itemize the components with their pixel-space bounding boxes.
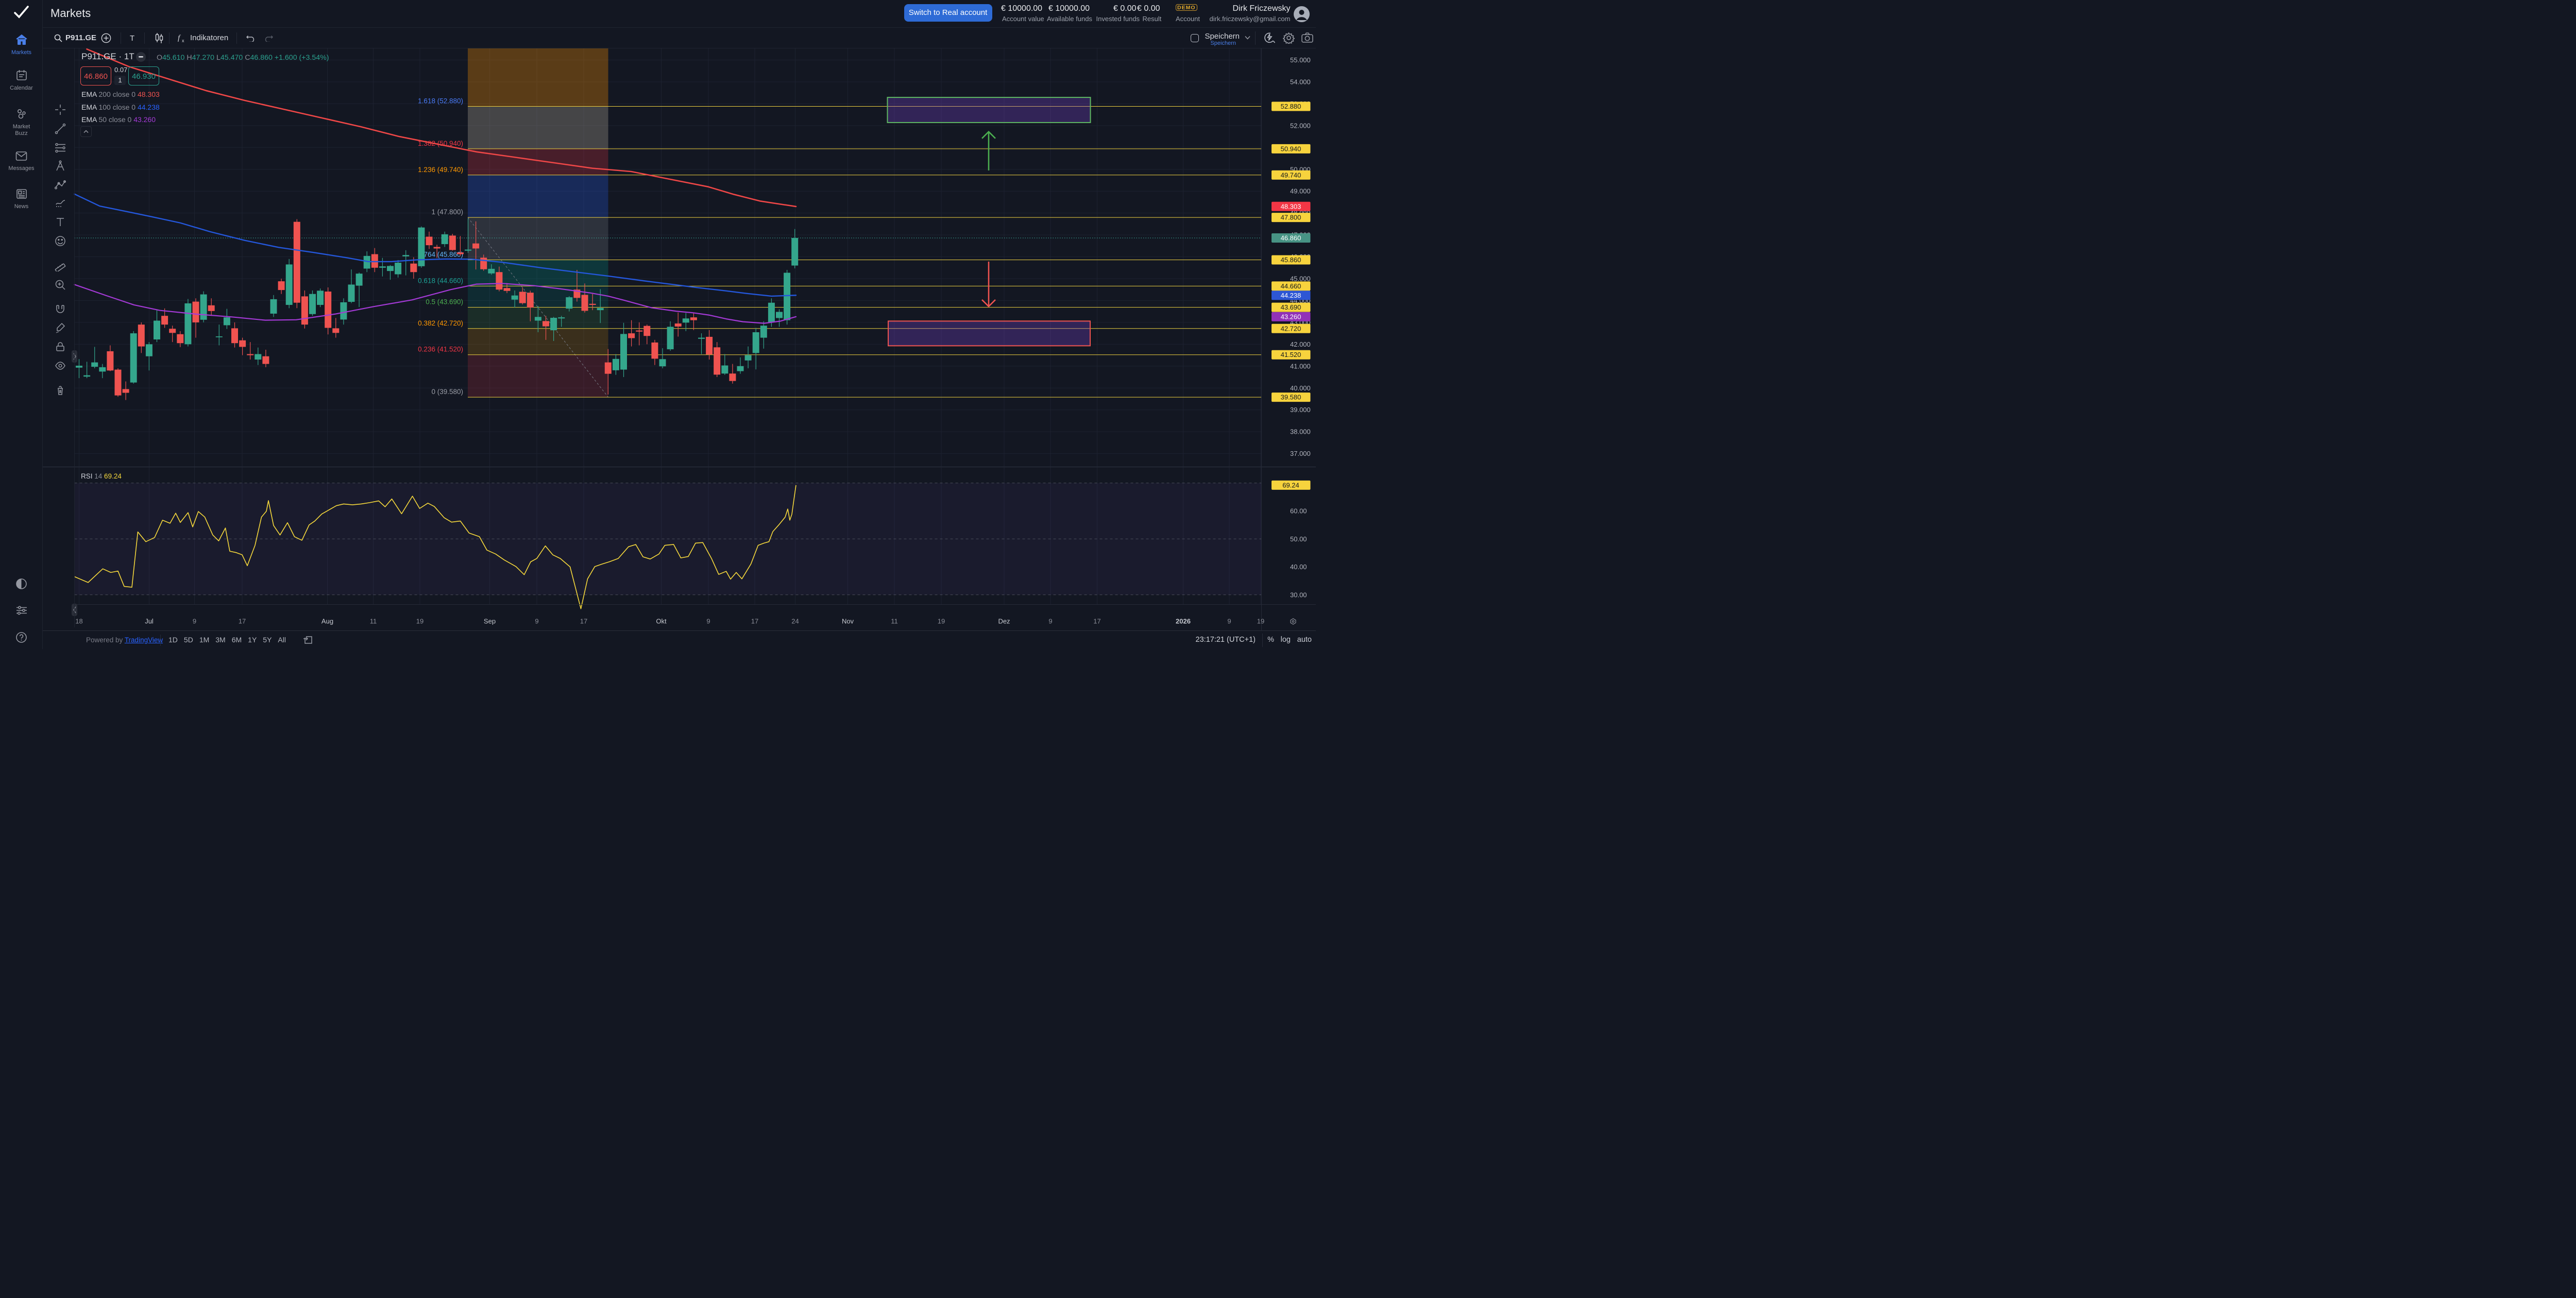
- svg-text:1.236 (49.740): 1.236 (49.740): [418, 166, 463, 174]
- svg-text:f: f: [178, 34, 181, 42]
- svg-text:2026: 2026: [1176, 618, 1191, 625]
- svg-text:0 (39.580): 0 (39.580): [431, 388, 463, 396]
- svg-text:0.764 (45.860): 0.764 (45.860): [418, 250, 463, 258]
- svg-text:50.00: 50.00: [1290, 535, 1307, 543]
- svg-text:18: 18: [75, 618, 82, 625]
- svg-text:52.880: 52.880: [1281, 103, 1301, 110]
- svg-text:50.940: 50.940: [1281, 145, 1301, 152]
- svg-text:40.00: 40.00: [1290, 563, 1307, 571]
- svg-text:69.24: 69.24: [1282, 481, 1299, 489]
- svg-text:41.000: 41.000: [1290, 362, 1311, 370]
- svg-text:17: 17: [751, 618, 758, 625]
- svg-text:41.520: 41.520: [1281, 351, 1301, 358]
- svg-text:60.00: 60.00: [1290, 507, 1307, 515]
- svg-text:55.000: 55.000: [1290, 56, 1311, 64]
- svg-text:54.000: 54.000: [1290, 78, 1311, 86]
- svg-text:19: 19: [416, 618, 423, 625]
- svg-text:24: 24: [791, 618, 799, 625]
- svg-text:42.720: 42.720: [1281, 324, 1301, 332]
- svg-text:Nov: Nov: [842, 618, 854, 625]
- svg-text:0.5 (43.690): 0.5 (43.690): [426, 298, 463, 306]
- svg-text:40.000: 40.000: [1290, 384, 1311, 392]
- svg-text:Jul: Jul: [145, 618, 154, 625]
- svg-text:52.000: 52.000: [1290, 122, 1311, 129]
- svg-text:9: 9: [535, 618, 538, 625]
- svg-text:1.618 (52.880): 1.618 (52.880): [418, 97, 463, 105]
- svg-text:11: 11: [891, 618, 898, 625]
- svg-text:17: 17: [239, 618, 246, 625]
- svg-text:19: 19: [938, 618, 945, 625]
- svg-text:48.303: 48.303: [1281, 202, 1301, 210]
- svg-text:42.000: 42.000: [1290, 340, 1311, 348]
- svg-text:39.580: 39.580: [1281, 394, 1301, 401]
- svg-text:1.382 (50.940): 1.382 (50.940): [418, 140, 463, 147]
- svg-text:39.000: 39.000: [1290, 406, 1311, 414]
- svg-text:11: 11: [370, 618, 377, 625]
- svg-text:9: 9: [193, 618, 196, 625]
- svg-text:49.740: 49.740: [1281, 171, 1301, 179]
- svg-text:49.000: 49.000: [1290, 187, 1311, 195]
- svg-text:43.260: 43.260: [1281, 313, 1301, 320]
- svg-text:30.00: 30.00: [1290, 591, 1307, 599]
- svg-text:19: 19: [1257, 618, 1264, 625]
- svg-text:44.238: 44.238: [1281, 292, 1301, 299]
- svg-text:1 (47.800): 1 (47.800): [431, 208, 463, 216]
- svg-text:44.660: 44.660: [1281, 282, 1301, 290]
- svg-text:17: 17: [1093, 618, 1100, 625]
- svg-text:37.000: 37.000: [1290, 450, 1311, 457]
- svg-text:0.618 (44.660): 0.618 (44.660): [418, 277, 463, 284]
- svg-text:Aug: Aug: [321, 618, 333, 625]
- svg-text:9: 9: [706, 618, 710, 625]
- svg-text:9: 9: [1227, 618, 1231, 625]
- svg-text:46.860: 46.860: [1281, 234, 1301, 242]
- svg-text:45.860: 45.860: [1281, 256, 1301, 264]
- svg-text:45.000: 45.000: [1290, 275, 1311, 283]
- svg-text:RSI 14 69.24: RSI 14 69.24: [81, 472, 122, 480]
- svg-text:9: 9: [1048, 618, 1052, 625]
- svg-text:0.382 (42.720): 0.382 (42.720): [418, 319, 463, 327]
- svg-text:x: x: [182, 38, 184, 43]
- svg-text:Okt: Okt: [656, 618, 667, 625]
- svg-text:47.800: 47.800: [1281, 214, 1301, 221]
- svg-text:38.000: 38.000: [1290, 428, 1311, 436]
- svg-text:43.690: 43.690: [1281, 303, 1301, 311]
- svg-text:17: 17: [580, 618, 587, 625]
- svg-text:Dez: Dez: [998, 618, 1010, 625]
- svg-text:Sep: Sep: [484, 618, 496, 625]
- svg-text:0.236 (41.520): 0.236 (41.520): [418, 346, 463, 353]
